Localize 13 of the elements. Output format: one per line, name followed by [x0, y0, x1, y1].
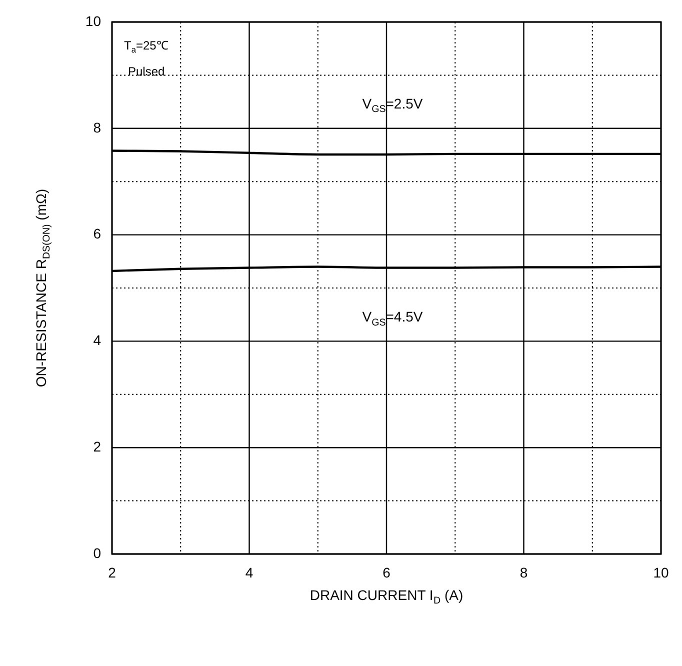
- x-tick-label: 10: [653, 564, 669, 580]
- y-tick-label: 6: [93, 226, 102, 242]
- y-tick-label: 2: [93, 438, 102, 454]
- x-tick-label: 6: [382, 564, 391, 580]
- y-tick-label: 0: [93, 544, 102, 561]
- y-tick-label: 10: [85, 12, 102, 29]
- y-tick-label: 8: [93, 119, 102, 136]
- annotation: Pulsed: [128, 64, 165, 78]
- x-tick-label: 4: [245, 564, 254, 580]
- y-tick-label: 4: [93, 332, 102, 348]
- y-axis-title: ON-RESISTANCE RDS(ON) (mΩ): [32, 188, 53, 388]
- x-tick-label: 8: [520, 564, 528, 580]
- x-tick-label: 2: [108, 564, 116, 580]
